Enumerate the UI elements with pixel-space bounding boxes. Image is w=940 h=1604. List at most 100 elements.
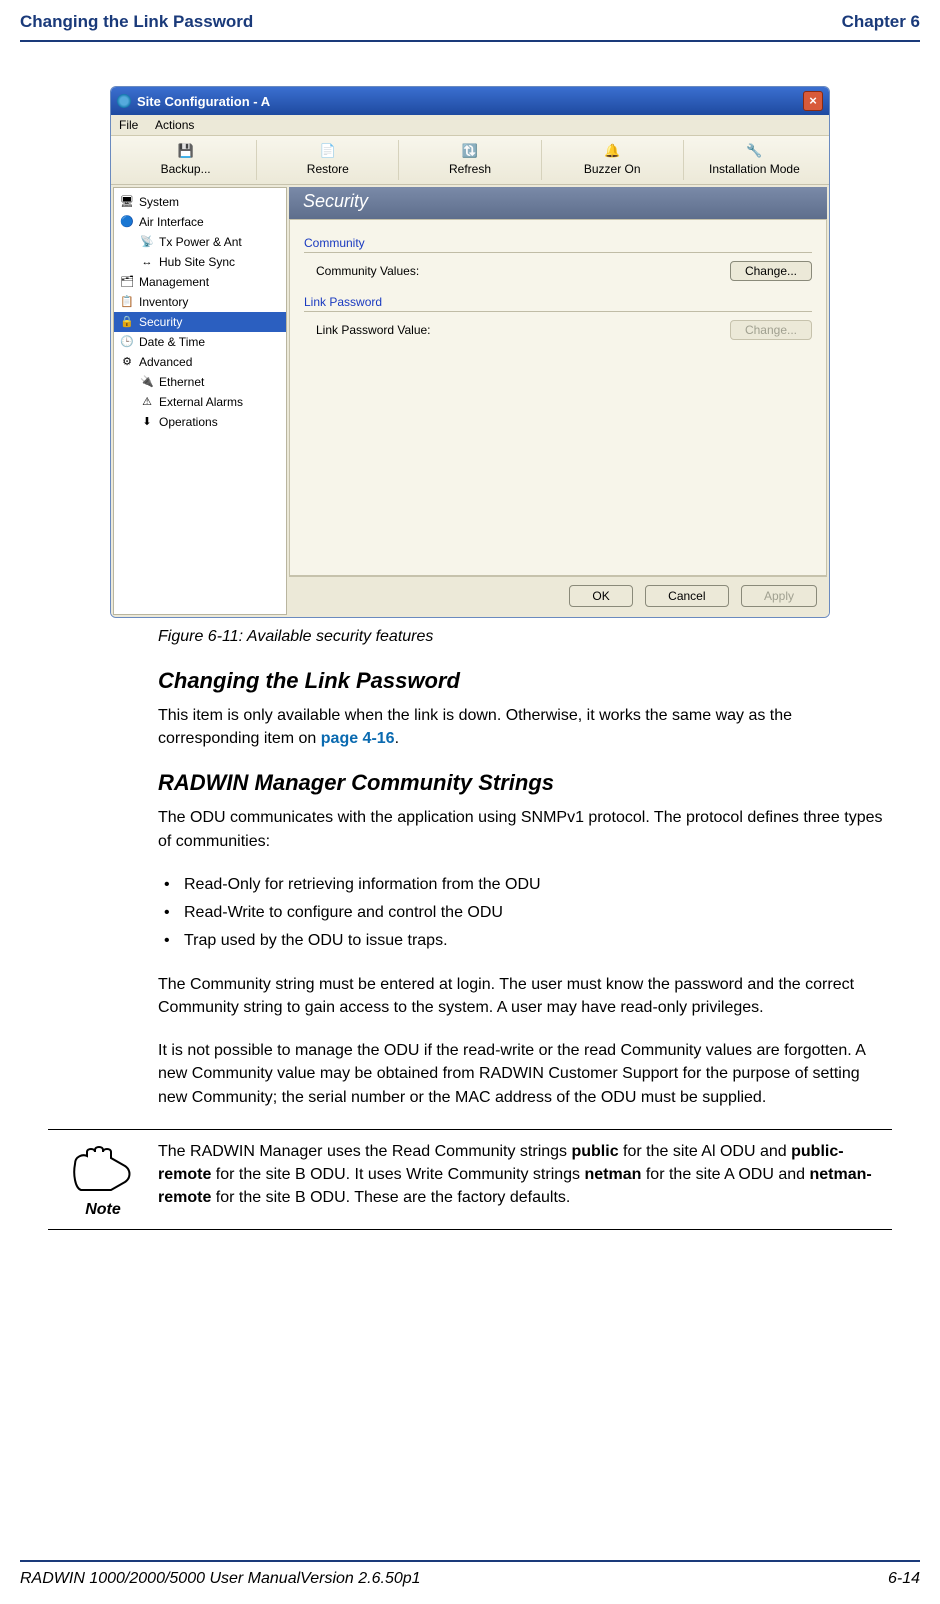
toolbar-buzzer[interactable]: 🔔 Buzzer On	[542, 140, 684, 180]
heading-link-password: Changing the Link Password	[158, 668, 892, 694]
change-community-button[interactable]: Change...	[730, 261, 812, 281]
article: Changing the Link Password This item is …	[48, 668, 892, 1109]
panel-body: Community Community Values: Change... Li…	[289, 219, 827, 576]
window-body: 🖥 System 🔵 Air Interface 📡Tx Power & Ant ↔…	[111, 185, 829, 617]
operations-icon: ⬇	[140, 415, 154, 429]
nav-ext-alarms[interactable]: ⚠External Alarms	[114, 392, 286, 412]
toolbar-label: Refresh	[399, 162, 540, 176]
alarm-icon: ⚠	[140, 395, 154, 409]
toolbar-restore[interactable]: 📄 Restore	[257, 140, 399, 180]
para-s2-1: The ODU communicates with the applicatio…	[158, 806, 892, 852]
air-icon: 🔵	[120, 215, 134, 229]
footer-right: 6-14	[888, 1570, 920, 1588]
page-link[interactable]: page 4-16	[321, 730, 395, 747]
row-community: Community Values: Change...	[304, 261, 812, 281]
screenshot-window: Site Configuration - A × File Actions 💾 …	[110, 86, 830, 618]
toolbar-label: Backup...	[115, 162, 256, 176]
note-column: Note	[48, 1140, 158, 1219]
footer-left: RADWIN 1000/2000/5000 User ManualVersion…	[20, 1570, 421, 1588]
toolbar-label: Buzzer On	[542, 162, 683, 176]
nav-label: Ethernet	[159, 375, 204, 389]
note-t5: for the site B ODU. These are the factor…	[211, 1189, 570, 1206]
txpower-icon: 📡	[140, 235, 154, 249]
toolbar-label: Installation Mode	[684, 162, 825, 176]
note-label: Note	[48, 1201, 158, 1219]
nav-tx-power[interactable]: 📡Tx Power & Ant	[114, 232, 286, 252]
nav-label: Air Interface	[139, 215, 204, 229]
nav-datetime[interactable]: 🕒 Date & Time	[114, 332, 286, 352]
para-s1b: .	[395, 730, 399, 747]
para-s1a: This item is only available when the lin…	[158, 707, 792, 747]
nav-security[interactable]: 🔒 Security	[114, 312, 286, 332]
inventory-icon: 📋	[120, 295, 134, 309]
menu-actions[interactable]: Actions	[155, 118, 194, 132]
menu-file[interactable]: File	[119, 118, 138, 132]
nav-management[interactable]: 🗂Management	[114, 272, 286, 292]
bullet-2: Read-Write to configure and control the …	[184, 901, 892, 925]
note-b3: netman	[585, 1166, 642, 1183]
figure-caption: Figure 6-11: Available security features	[158, 628, 892, 646]
community-label: Community Values:	[316, 264, 506, 278]
restore-icon: 📄	[257, 142, 398, 160]
heading-community-strings: RADWIN Manager Community Strings	[158, 770, 892, 796]
toolbar-install[interactable]: 🔧 Installation Mode	[684, 140, 825, 180]
page-footer: RADWIN 1000/2000/5000 User ManualVersion…	[20, 1560, 920, 1588]
note-b1: public	[571, 1143, 618, 1160]
para-s1: This item is only available when the lin…	[158, 704, 892, 750]
ethernet-icon: 🔌	[140, 375, 154, 389]
toolbar-backup[interactable]: 💾 Backup...	[115, 140, 257, 180]
toolbar: 💾 Backup... 📄 Restore 🔃 Refresh 🔔 Buzzer…	[111, 136, 829, 185]
security-icon: 🔒	[120, 315, 134, 329]
header-left: Changing the Link Password	[20, 12, 253, 32]
nav-advanced[interactable]: ⚙Advanced	[114, 352, 286, 372]
nav-operations[interactable]: ⬇ Operations	[114, 412, 286, 432]
nav-tree: 🖥 System 🔵 Air Interface 📡Tx Power & Ant ↔…	[113, 187, 287, 615]
app-icon	[117, 94, 131, 108]
note-t3: for the site B ODU. It uses Write Commun…	[211, 1166, 584, 1183]
row-linkpw: Link Password Value: Change...	[304, 320, 812, 340]
window-titlebar: Site Configuration - A ×	[111, 87, 829, 115]
nav-label: Date & Time	[139, 335, 205, 349]
nav-hub-sync[interactable]: ↔Hub Site Sync	[114, 252, 286, 272]
nav-label: Advanced	[139, 355, 192, 369]
nav-label: Security	[139, 315, 182, 329]
note-t4: for the site A ODU and	[641, 1166, 809, 1183]
para-s2-2: The Community string must be entered at …	[158, 973, 892, 1019]
note-t2: for the site Al ODU and	[619, 1143, 792, 1160]
nav-label: System	[139, 195, 179, 209]
page-header: Changing the Link Password Chapter 6	[0, 0, 940, 40]
nav-inventory[interactable]: 📋 Inventory	[114, 292, 286, 312]
nav-system[interactable]: 🖥 System	[114, 192, 286, 212]
nav-label: Operations	[159, 415, 218, 429]
bullet-1: Read-Only for retrieving information fro…	[184, 873, 892, 897]
header-right: Chapter 6	[842, 12, 920, 32]
nav-ethernet[interactable]: 🔌 Ethernet	[114, 372, 286, 392]
group-linkpw-title: Link Password	[304, 295, 812, 312]
change-linkpw-button: Change...	[730, 320, 812, 340]
hubsync-icon: ↔	[140, 255, 154, 269]
group-community-title: Community	[304, 236, 812, 253]
cancel-button[interactable]: Cancel	[645, 585, 728, 607]
toolbar-label: Restore	[257, 162, 398, 176]
note-t1: The RADWIN Manager uses the Read Communi…	[158, 1143, 571, 1160]
note-text: The RADWIN Manager uses the Read Communi…	[158, 1140, 892, 1219]
nav-label: Inventory	[139, 295, 188, 309]
buzzer-icon: 🔔	[542, 142, 683, 160]
nav-air-interface[interactable]: 🔵 Air Interface	[114, 212, 286, 232]
install-icon: 🔧	[684, 142, 825, 160]
ok-button[interactable]: OK	[569, 585, 632, 607]
nav-label: Management	[139, 275, 209, 289]
menubar: File Actions	[111, 115, 829, 136]
clock-icon: 🕒	[120, 335, 134, 349]
window-title: Site Configuration - A	[137, 94, 270, 109]
close-icon[interactable]: ×	[803, 91, 823, 111]
para-s2-3: It is not possible to manage the ODU if …	[158, 1039, 892, 1109]
linkpw-label: Link Password Value:	[316, 323, 506, 337]
system-icon: 🖥	[120, 195, 134, 209]
bullet-list: Read-Only for retrieving information fro…	[158, 873, 892, 953]
right-panel: Security Community Community Values: Cha…	[289, 187, 827, 615]
bullet-3: Trap used by the ODU to issue traps.	[184, 929, 892, 953]
apply-button: Apply	[741, 585, 817, 607]
toolbar-refresh[interactable]: 🔃 Refresh	[399, 140, 541, 180]
hand-icon	[71, 1144, 135, 1194]
